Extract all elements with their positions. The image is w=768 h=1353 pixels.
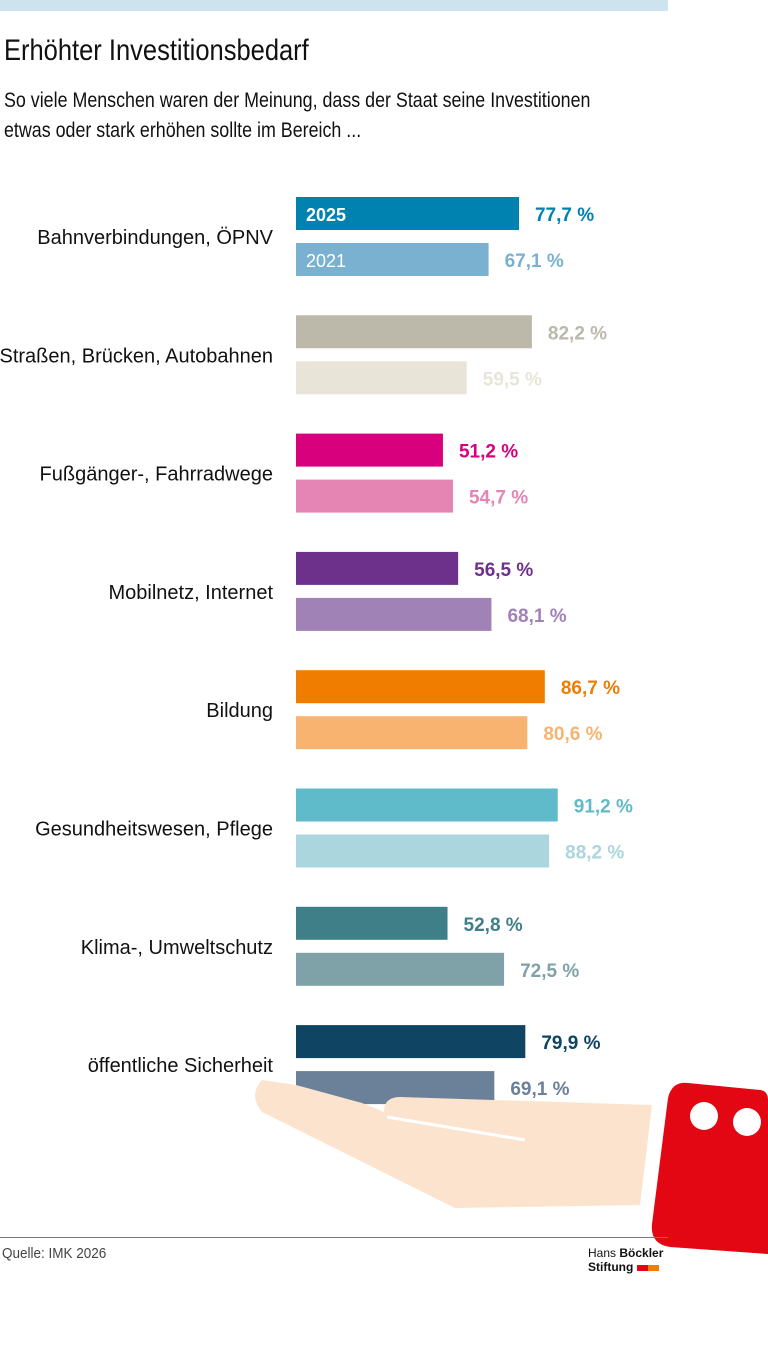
category-label: Mobilnetz, Internet bbox=[108, 582, 273, 604]
bar-2025 bbox=[296, 906, 448, 940]
hand-illustration bbox=[255, 1080, 652, 1208]
value-label: 68,1 % bbox=[507, 606, 566, 627]
value-label: 82,2 % bbox=[548, 323, 607, 344]
bar-2021 bbox=[296, 952, 505, 986]
top-accent-bar bbox=[0, 0, 668, 11]
value-label: 56,5 % bbox=[474, 560, 533, 581]
category-label: Fußgänger-, Fahrradwege bbox=[40, 464, 273, 486]
chart-subtitle: So viele Menschen waren der Meinung, das… bbox=[4, 86, 590, 146]
bar-2021 bbox=[296, 243, 489, 276]
source-note: Quelle: IMK 2026 bbox=[2, 1245, 107, 1262]
legend-label-2021: 2021 bbox=[306, 251, 346, 271]
category-label: Klima-, Umweltschutz bbox=[81, 937, 273, 959]
bar-2025 bbox=[296, 670, 545, 704]
value-label: 67,1 % bbox=[505, 251, 564, 272]
bar-2025 bbox=[296, 197, 519, 230]
category-label: öffentliche Sicherheit bbox=[88, 1055, 274, 1077]
footer-divider bbox=[0, 1237, 668, 1238]
value-label: 79,9 % bbox=[541, 1033, 600, 1054]
chart-title: Erhöhter Investitionsbedarf bbox=[4, 34, 309, 67]
value-label: 91,2 % bbox=[574, 797, 633, 818]
subtitle-line-1: So viele Menschen waren der Meinung, das… bbox=[4, 89, 591, 112]
value-label: 77,7 % bbox=[535, 205, 594, 226]
value-label: 72,5 % bbox=[520, 961, 579, 982]
category-label: Bildung bbox=[206, 700, 273, 722]
bar-2025 bbox=[296, 433, 443, 467]
value-label: 86,7 % bbox=[561, 678, 620, 699]
value-label: 54,7 % bbox=[469, 488, 528, 509]
value-label: 69,1 % bbox=[510, 1079, 569, 1100]
bar-2025 bbox=[296, 315, 532, 349]
value-label: 80,6 % bbox=[543, 724, 602, 745]
bar-2021 bbox=[296, 716, 528, 750]
category-label: Gesundheitswesen, Pflege bbox=[35, 819, 273, 841]
mascot-eye-icon bbox=[733, 1108, 761, 1136]
legend-label-2025: 2025 bbox=[306, 205, 346, 225]
bar-2025 bbox=[296, 1025, 526, 1059]
value-label: 51,2 % bbox=[459, 442, 518, 463]
bar-2025 bbox=[296, 788, 558, 822]
bar-2021 bbox=[296, 834, 550, 868]
value-label: 88,2 % bbox=[565, 843, 624, 864]
category-label: Straßen, Brücken, Autobahnen bbox=[0, 345, 273, 367]
mascot-eye-icon bbox=[690, 1102, 718, 1130]
bar-2025 bbox=[296, 551, 459, 585]
value-label: 59,5 % bbox=[483, 369, 542, 390]
hans-boeckler-logo: Hans Böckler Stiftung bbox=[588, 1246, 664, 1274]
bar-2021 bbox=[296, 361, 467, 395]
subtitle-line-2: etwas oder stark erhöhen sollte im Berei… bbox=[4, 119, 362, 142]
bar-2021 bbox=[296, 479, 453, 513]
bar-2021 bbox=[296, 597, 492, 631]
value-label: 52,8 % bbox=[464, 915, 523, 936]
finger-line bbox=[386, 1115, 526, 1142]
category-label: Bahnverbindungen, ÖPNV bbox=[37, 227, 273, 249]
